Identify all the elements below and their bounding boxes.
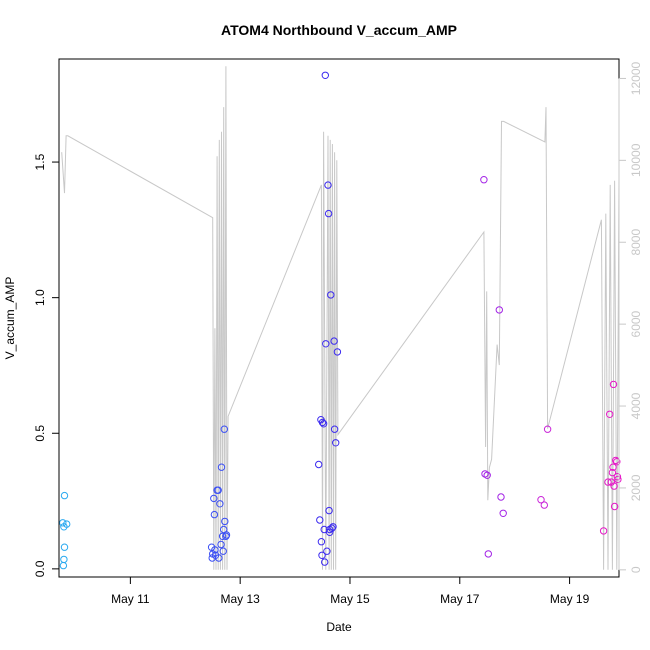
data-point [609, 380, 618, 389]
x-tick-label: May 11 [111, 592, 150, 606]
data-point [59, 561, 68, 570]
data-point [330, 337, 338, 345]
x-tick-label: May 19 [550, 592, 590, 606]
y2-tick-label: 0 [629, 566, 643, 573]
data-point [318, 418, 327, 427]
data-point [540, 501, 548, 509]
data-point [318, 551, 326, 559]
data-point [222, 531, 231, 539]
data-point [483, 471, 491, 479]
chart-title: ATOM4 Northbound V_accum_AMP [221, 22, 457, 38]
data-point [60, 491, 69, 500]
data-point [210, 494, 218, 503]
data-point [217, 463, 226, 471]
data-point [62, 520, 71, 528]
x-tick-label: May 17 [440, 592, 480, 606]
data-point [214, 486, 222, 494]
x-axis-label: Date [326, 620, 352, 634]
y2-tick-label: 12000 [629, 61, 643, 95]
data-point [324, 209, 333, 218]
data-point [321, 558, 329, 566]
data-point [329, 523, 337, 531]
data-point [328, 524, 336, 532]
data-point [221, 517, 229, 526]
data-point [332, 439, 340, 447]
data-point [608, 468, 617, 477]
data-point [218, 532, 227, 540]
data-point [543, 425, 552, 433]
data-point [599, 527, 608, 535]
data-point [610, 482, 618, 490]
line-series-counter [61, 66, 620, 570]
data-point [321, 71, 329, 80]
y2-tick-label: 6000 [629, 310, 643, 337]
data-point [216, 500, 224, 508]
data-point [326, 528, 334, 536]
data-point [215, 554, 223, 562]
data-point [481, 470, 489, 478]
y2-tick-label: 10000 [629, 143, 643, 177]
data-point [60, 543, 69, 551]
data-point [219, 547, 227, 555]
data-point [610, 502, 619, 511]
data-point [499, 509, 507, 517]
data-point [330, 425, 339, 433]
data-point [480, 176, 488, 184]
y-tick-label: 1.5 [33, 153, 47, 170]
data-point [613, 458, 621, 466]
data-point [325, 506, 333, 515]
data-point [217, 540, 225, 549]
data-point [495, 306, 503, 314]
y-tick-label: 0.0 [33, 560, 47, 577]
data-point [484, 550, 492, 558]
y-tick-label: 1.0 [33, 289, 47, 306]
data-point [614, 475, 622, 484]
data-point [609, 463, 617, 471]
x-axis: May 11 May 13 May 15 May 17 May 19 [111, 576, 590, 606]
data-point [315, 460, 323, 469]
data-point [606, 410, 614, 418]
data-point [322, 340, 330, 348]
y-axis-label: V_accum_AMP [3, 277, 17, 360]
series-lines [61, 66, 620, 570]
data-point [604, 478, 612, 486]
data-point [211, 546, 219, 554]
data-point [319, 420, 328, 428]
series-points [59, 71, 622, 570]
data-point [210, 510, 219, 519]
data-point [220, 425, 229, 433]
data-point [327, 291, 335, 299]
data-point [537, 496, 545, 504]
y2-tick-label: 2000 [629, 474, 643, 501]
y2-tick-label: 8000 [629, 229, 643, 256]
data-point [613, 473, 622, 481]
y-tick-label: 0.5 [33, 425, 47, 442]
data-point [317, 538, 326, 546]
data-point [316, 516, 324, 524]
x-tick-label: May 13 [220, 592, 260, 606]
y2-tick-label: 4000 [629, 392, 643, 419]
data-point [324, 181, 332, 189]
y-axis-right: 0 2000 4000 6000 8000 10000 12000 [618, 61, 643, 573]
data-point [497, 493, 505, 501]
data-point [333, 348, 342, 356]
data-point [59, 519, 67, 527]
y-axis-left: 0.0 0.5 1.0 1.5 [33, 153, 60, 577]
data-point [323, 547, 331, 555]
x-tick-label: May 15 [330, 592, 370, 606]
